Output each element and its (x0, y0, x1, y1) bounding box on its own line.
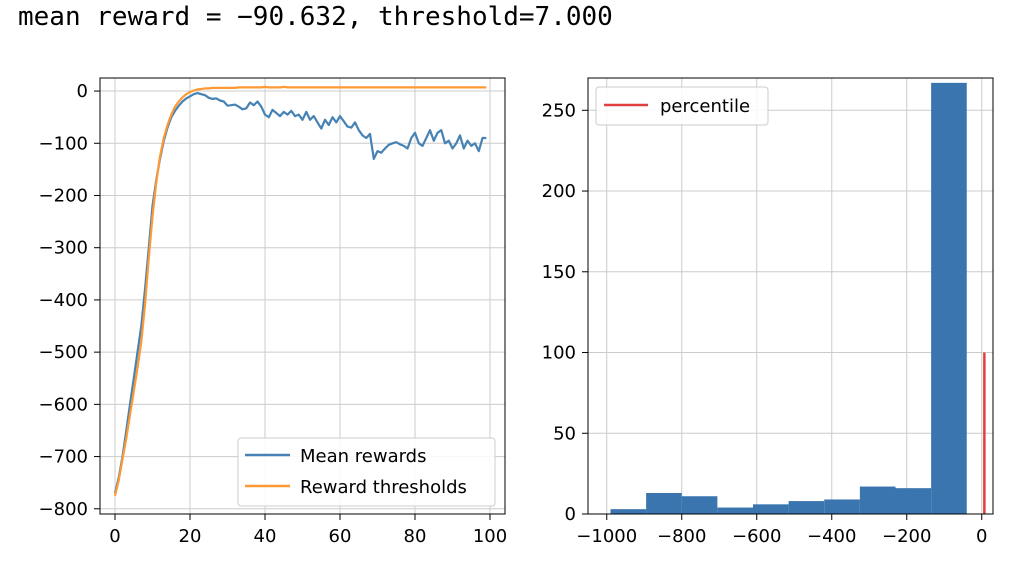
x-tick-label: 0 (109, 526, 120, 547)
y-tick-label: −200 (39, 185, 88, 206)
legend-box (595, 86, 769, 126)
y-tick-label: −600 (39, 394, 88, 415)
histogram-legend: percentile (595, 86, 769, 126)
legend-box (237, 437, 496, 507)
x-tick-label: 80 (404, 526, 427, 547)
y-tick-label: −300 (39, 238, 88, 259)
y-tick-label: 250 (542, 100, 576, 121)
y-tick-label: 50 (553, 423, 576, 444)
x-tick-label: 60 (329, 526, 352, 547)
y-tick-label: −700 (39, 447, 88, 468)
y-tick-label: 100 (542, 343, 576, 364)
x-tick-label: 20 (179, 526, 202, 547)
histogram-bar (610, 509, 647, 514)
y-tick-label: −800 (39, 499, 88, 520)
legend-label-percentile: percentile (660, 96, 750, 117)
histogram-bar (753, 504, 789, 514)
y-tick-label: −400 (39, 290, 88, 311)
line-chart-frame (99, 77, 506, 515)
y-tick-label: 0 (77, 81, 88, 102)
series-line-reward-thresholds (113, 85, 487, 496)
histogram-ticks: −1000 −800 −600 −400 −200 0 0 50 100 150 200 250 (542, 100, 988, 547)
x-tick-label: −1000 (576, 526, 637, 547)
x-tick-label: 40 (254, 526, 277, 547)
x-tick-label: −800 (657, 526, 706, 547)
page-title: mean reward = −90.632, threshold=7.000 (18, 2, 613, 32)
histogram-bar (717, 507, 753, 514)
y-tick-label: 0 (565, 504, 576, 525)
y-tick-label: 200 (542, 181, 576, 202)
histogram-chart: −1000 −800 −600 −400 −200 0 0 50 100 150 200 250 pe… (542, 77, 994, 547)
x-tick-label: 0 (976, 526, 987, 547)
histogram-bar (788, 501, 825, 514)
legend-label-mean: Mean rewards (300, 446, 426, 467)
line-chart-ticks: 0 20 40 60 80 100 0 −100 −200 −300 −400 −500 −600 −70… (39, 81, 508, 547)
histogram-bars (610, 82, 986, 514)
y-tick-label: −100 (39, 133, 88, 154)
line-chart-series (113, 85, 487, 496)
line-chart: 0 20 40 60 80 100 0 −100 −200 −300 −400 −500 −600 −70… (39, 77, 508, 547)
histogram-bar (859, 486, 896, 514)
y-tick-label: 150 (542, 262, 576, 283)
x-tick-label: 100 (473, 526, 507, 547)
histogram-bar (646, 493, 682, 514)
histogram-bar (931, 82, 967, 514)
line-chart-legend: Mean rewards Reward thresholds (237, 437, 496, 507)
histogram-bar (681, 496, 718, 514)
x-tick-label: −400 (807, 526, 856, 547)
histogram-bar (824, 499, 860, 514)
series-line-mean-rewards (113, 91, 487, 494)
x-tick-label: −200 (882, 526, 931, 547)
histogram-frame (587, 77, 994, 515)
x-tick-label: −600 (732, 526, 781, 547)
legend-label-threshold: Reward thresholds (300, 477, 467, 498)
histogram-bar (895, 488, 932, 514)
y-tick-label: −500 (39, 342, 88, 363)
